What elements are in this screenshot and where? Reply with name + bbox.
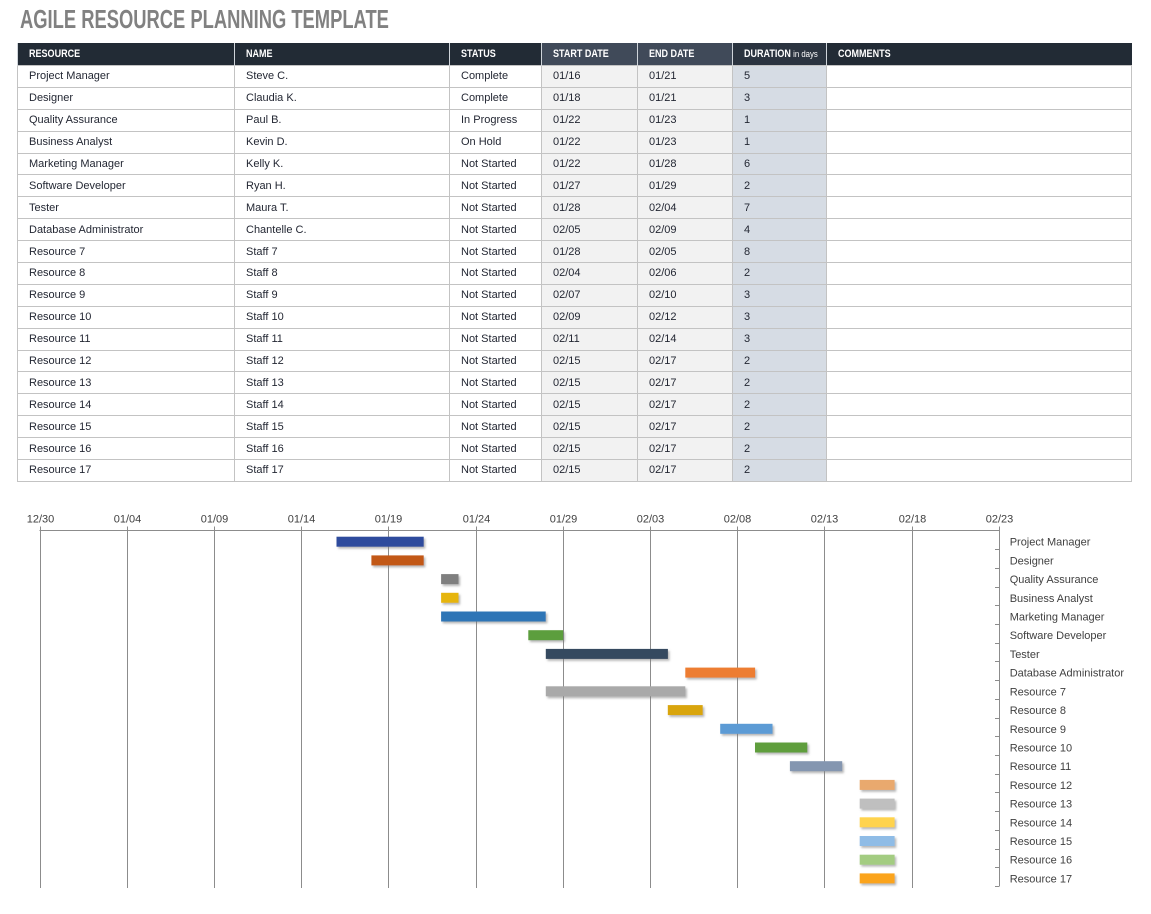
- svg-text:Resource 10: Resource 10: [1010, 743, 1072, 755]
- svg-text:01/04: 01/04: [114, 514, 142, 526]
- svg-text:02/13: 02/13: [811, 514, 839, 526]
- svg-text:Quality Assurance: Quality Assurance: [1010, 574, 1099, 586]
- svg-text:Resource 12: Resource 12: [1010, 780, 1072, 792]
- svg-text:Marketing Manager: Marketing Manager: [1010, 612, 1105, 624]
- svg-text:Resource 8: Resource 8: [1010, 705, 1066, 717]
- svg-text:02/08: 02/08: [724, 514, 752, 526]
- svg-text:01/14: 01/14: [288, 514, 316, 526]
- svg-text:Business Analyst: Business Analyst: [1010, 593, 1093, 605]
- svg-text:Database Administrator: Database Administrator: [1010, 668, 1125, 680]
- svg-text:01/29: 01/29: [550, 514, 578, 526]
- svg-text:Resource 16: Resource 16: [1010, 855, 1072, 867]
- svg-text:02/23: 02/23: [986, 514, 1014, 526]
- svg-text:Resource 13: Resource 13: [1010, 799, 1072, 811]
- svg-text:Project Manager: Project Manager: [1010, 537, 1091, 549]
- svg-text:Software Developer: Software Developer: [1010, 630, 1107, 642]
- svg-text:Resource 14: Resource 14: [1010, 817, 1072, 829]
- svg-text:01/09: 01/09: [201, 514, 229, 526]
- svg-text:02/03: 02/03: [637, 514, 665, 526]
- svg-text:02/18: 02/18: [899, 514, 927, 526]
- svg-text:Resource 17: Resource 17: [1010, 873, 1072, 885]
- svg-text:Tester: Tester: [1010, 649, 1040, 661]
- svg-text:01/24: 01/24: [463, 514, 491, 526]
- svg-text:Resource 7: Resource 7: [1010, 686, 1066, 698]
- svg-text:Resource 9: Resource 9: [1010, 724, 1066, 736]
- svg-text:12/30: 12/30: [27, 514, 55, 526]
- svg-text:Resource 11: Resource 11: [1010, 761, 1072, 773]
- svg-text:Designer: Designer: [1010, 555, 1054, 567]
- svg-text:01/19: 01/19: [375, 514, 403, 526]
- svg-text:Resource 15: Resource 15: [1010, 836, 1072, 848]
